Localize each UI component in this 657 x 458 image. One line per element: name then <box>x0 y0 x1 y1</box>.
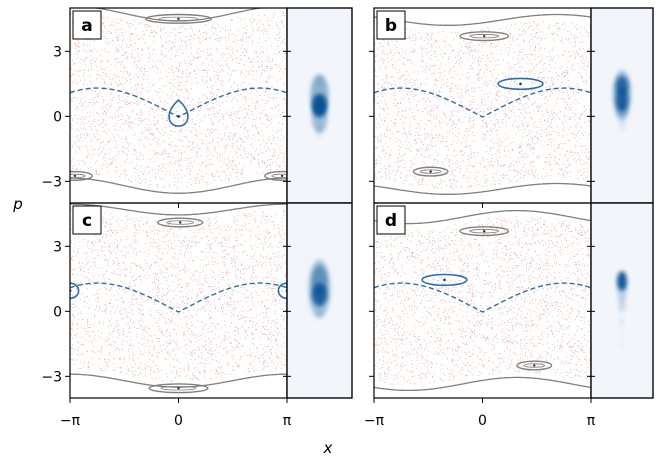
lower-island-0 <box>70 170 93 181</box>
inset-blob <box>617 281 627 301</box>
separatrix-dashed <box>70 87 287 118</box>
panel-letter-box: c <box>72 205 102 235</box>
phase-plot-c <box>70 203 287 394</box>
lower-island-0 <box>516 360 553 371</box>
lower-island-1 <box>264 170 287 181</box>
chaotic-sea-dots <box>70 10 287 189</box>
x-tick-label: 0 <box>174 413 183 429</box>
x-ticks <box>69 203 288 208</box>
upper-island-0 <box>144 13 213 24</box>
upper-island-0 <box>459 31 510 42</box>
panel-frame <box>69 7 288 204</box>
y-tick-label: 0 <box>53 109 62 125</box>
upper-regular-orbit <box>374 209 591 225</box>
x-tick-label: 0 <box>478 413 487 429</box>
separatrix-dashed <box>374 282 591 313</box>
inset-blob <box>316 125 323 137</box>
phase-plot-b <box>374 13 591 195</box>
inset-blob <box>620 318 624 326</box>
chaotic-sea-dots <box>374 20 591 189</box>
x-ticks: −π 0 π <box>60 398 292 429</box>
x-tick-label: π <box>587 413 596 429</box>
panel-letter-box: a <box>72 10 102 40</box>
inset-blob <box>311 101 328 133</box>
upper-island-0 <box>157 217 204 228</box>
panel-letter: a <box>81 16 92 36</box>
panel-a: a 3 0 −3 <box>41 7 353 208</box>
y-tick-label: −3 <box>41 369 62 385</box>
blue-island <box>421 273 468 287</box>
panel-letter: b <box>385 16 397 36</box>
blue-island <box>497 77 544 91</box>
lower-regular-orbit <box>70 373 287 388</box>
inset-blob <box>620 341 624 350</box>
y-tick-label: 0 <box>53 304 62 320</box>
lower-island-0 <box>412 166 449 177</box>
panel-frame <box>69 202 288 399</box>
y-axis-label: p <box>12 195 23 213</box>
inset-blob <box>310 74 329 114</box>
y-tick-label: 3 <box>53 44 62 60</box>
momentum-inset <box>590 7 654 204</box>
panel-letter-box: d <box>376 205 406 235</box>
separatrix-dashed <box>70 282 287 313</box>
panel-letter-box: b <box>376 10 406 40</box>
separatrix-dashed <box>374 87 591 118</box>
panel-d: d −π 0 π <box>364 202 654 429</box>
x-ticks <box>373 203 592 208</box>
panel-frame <box>373 7 592 204</box>
inset-blob <box>308 259 331 319</box>
inset-blob <box>316 76 323 88</box>
lower-island-0 <box>148 383 209 394</box>
upper-island-0 <box>459 226 510 237</box>
inset-blob <box>316 306 323 319</box>
momentum-inset <box>286 7 353 204</box>
panel-letter: c <box>82 211 92 231</box>
x-ticks: −π 0 π <box>364 398 596 429</box>
chaotic-sea-dots <box>70 209 287 382</box>
y-ticks <box>369 245 591 377</box>
panel-letter: d <box>385 211 397 231</box>
lower-regular-orbit <box>374 376 591 392</box>
upper-regular-orbit <box>374 13 591 26</box>
upper-regular-orbit <box>70 203 287 216</box>
inset-blob <box>618 296 626 313</box>
chaotic-sea-dots <box>374 215 591 385</box>
x-tick-label: −π <box>364 413 385 429</box>
upper-regular-orbit <box>92 8 265 22</box>
blue-island <box>168 99 189 127</box>
x-tick-label: π <box>283 413 292 429</box>
inset-blob <box>615 101 629 122</box>
inset-blob <box>618 119 626 131</box>
blue-island <box>70 282 287 300</box>
x-axis-label: x <box>323 439 333 457</box>
lower-regular-orbit <box>70 177 287 194</box>
y-tick-label: 3 <box>53 239 62 255</box>
panel-b: b <box>369 7 654 208</box>
phase-plot-a <box>70 8 287 194</box>
y-ticks: 3 0 −3 <box>41 44 287 190</box>
phase-plot-d <box>374 209 591 392</box>
x-tick-label: −π <box>60 413 81 429</box>
inset-blob <box>620 329 624 338</box>
y-ticks <box>369 50 591 182</box>
lower-regular-orbit <box>374 182 591 195</box>
y-ticks: 3 0 −3 <box>41 239 287 385</box>
momentum-inset <box>286 202 353 399</box>
momentum-inset <box>590 202 654 399</box>
panel-c: c 3 0 −3 −π 0 π <box>41 202 353 429</box>
panels-group: a 3 0 −3 b c 3 0 −3 −π 0 π d −π 0 π <box>41 7 654 429</box>
y-tick-label: −3 <box>41 174 62 190</box>
